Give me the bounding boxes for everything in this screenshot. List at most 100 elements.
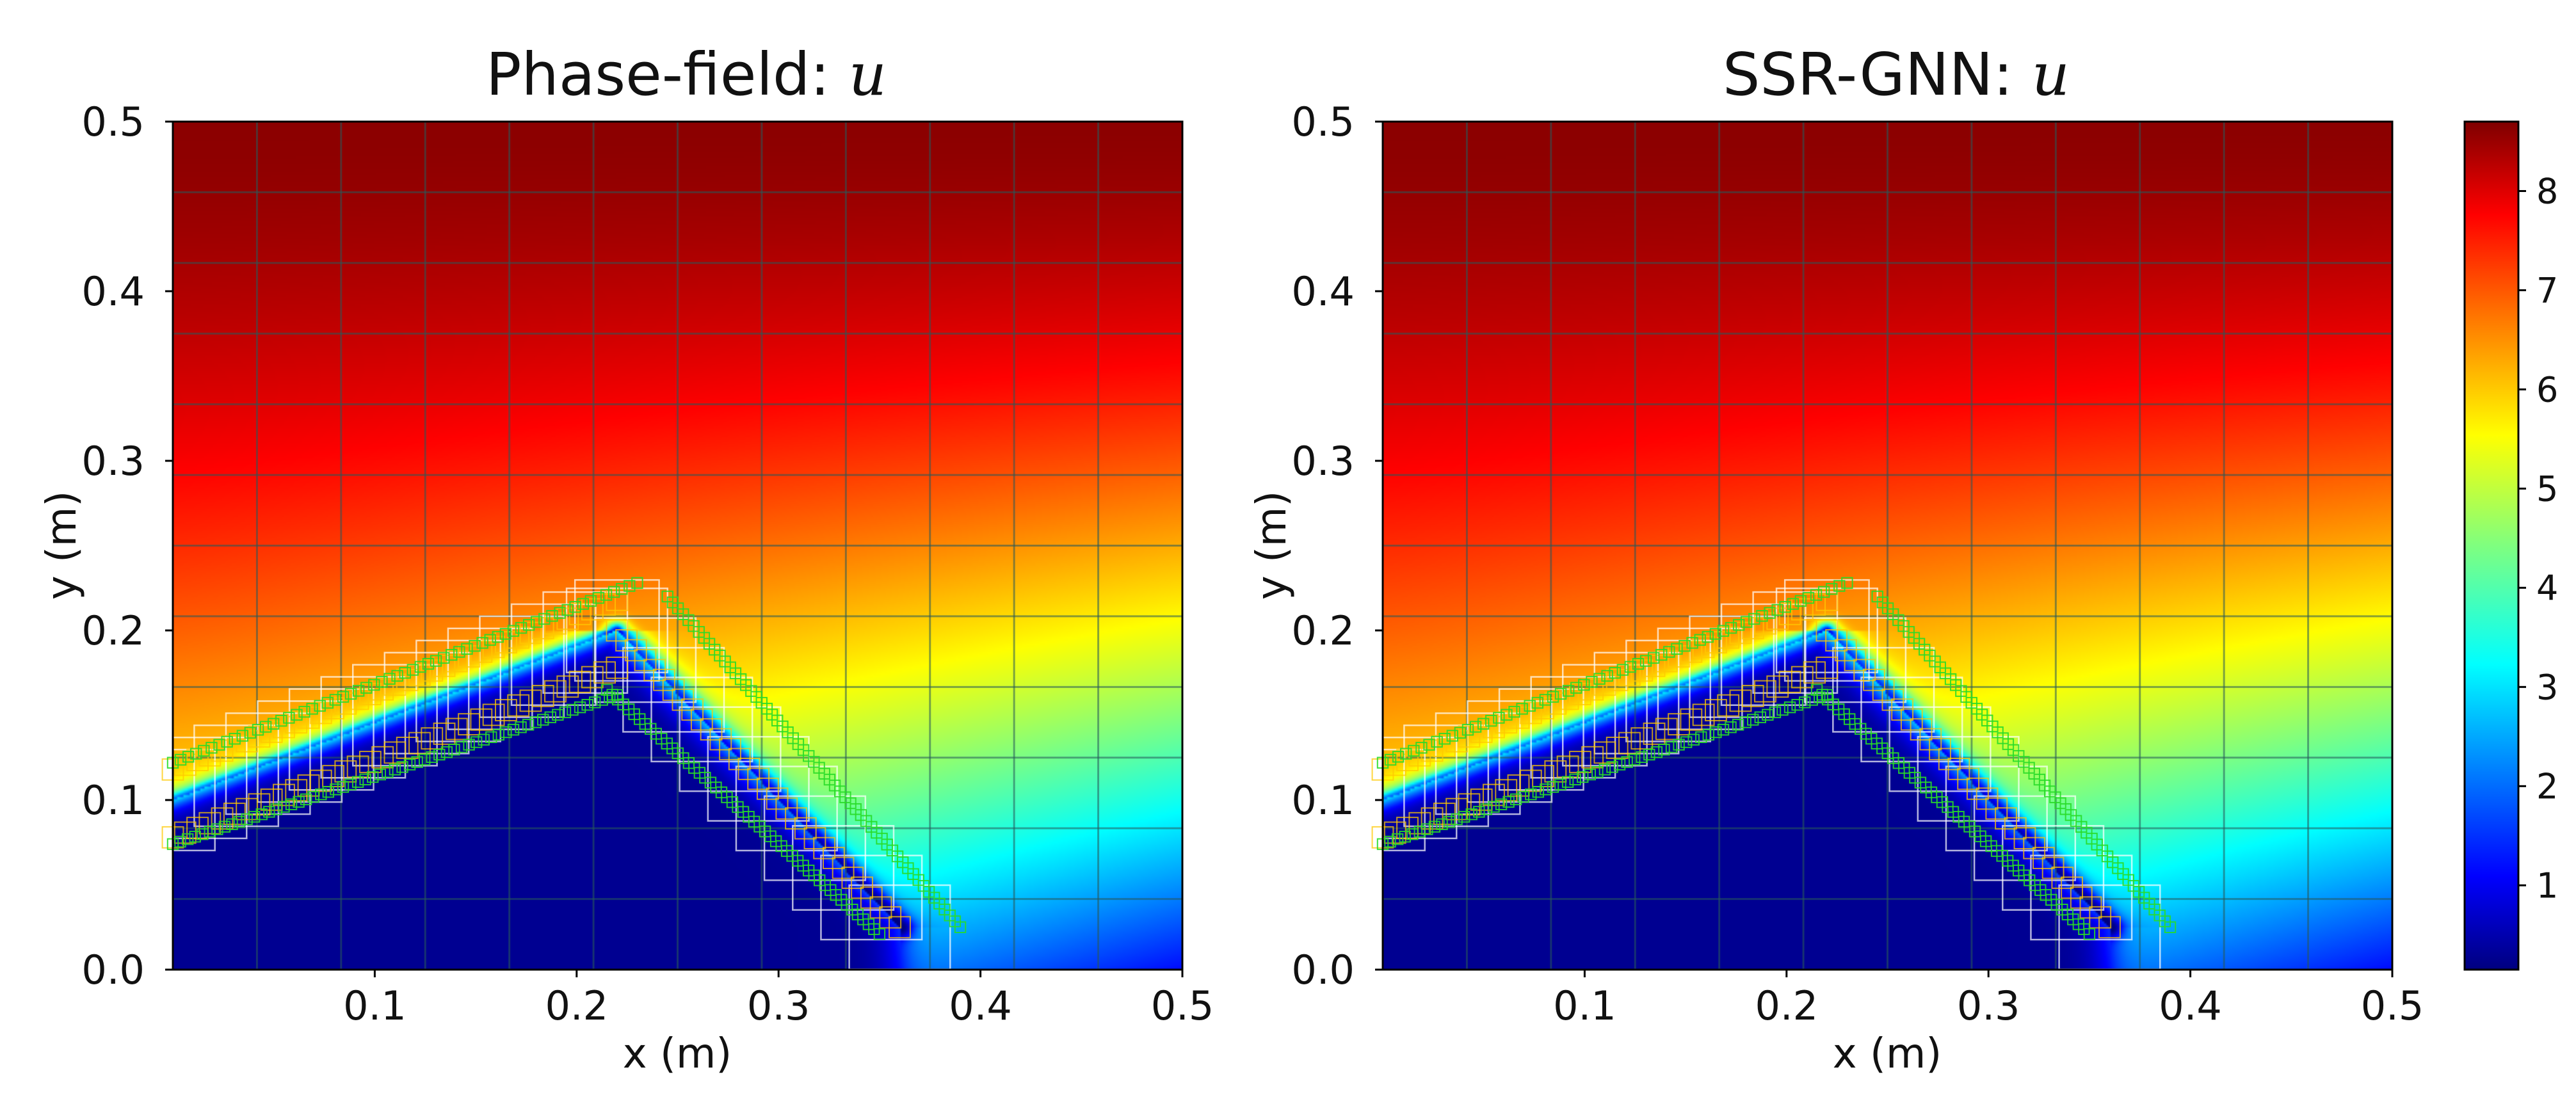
mesh-cell bbox=[376, 676, 388, 688]
mesh-cell bbox=[1717, 723, 1730, 736]
mesh-cell bbox=[577, 598, 590, 610]
mesh-cell bbox=[1762, 709, 1774, 721]
mesh-cell bbox=[259, 721, 272, 733]
mesh-cell bbox=[181, 833, 194, 845]
mesh-cell bbox=[1593, 741, 1616, 764]
mesh-cell bbox=[433, 748, 446, 761]
mesh-cell bbox=[1630, 727, 1654, 750]
mesh-cell bbox=[1384, 835, 1396, 848]
mesh-cell bbox=[352, 685, 365, 697]
mesh-cell bbox=[1502, 796, 1515, 808]
mesh-cell bbox=[484, 634, 496, 646]
mesh-cell bbox=[321, 696, 334, 709]
mesh-cell bbox=[1408, 812, 1431, 835]
mesh-cell bbox=[1692, 636, 1715, 659]
mesh-cell bbox=[383, 741, 407, 764]
mesh-cell bbox=[221, 735, 233, 748]
mesh-cell bbox=[445, 717, 468, 741]
mesh-cell bbox=[1783, 701, 1796, 714]
mesh-cell bbox=[608, 586, 620, 598]
mesh-cell bbox=[1798, 696, 1811, 709]
mesh-cell bbox=[1554, 687, 1567, 700]
mesh-cell bbox=[476, 637, 488, 649]
mesh-cell bbox=[1495, 798, 1508, 810]
mesh-cell bbox=[213, 739, 225, 751]
mesh-cell bbox=[1628, 753, 1641, 765]
mesh-cell bbox=[1814, 691, 1826, 703]
mesh-cell bbox=[1519, 769, 1542, 792]
mesh-cell bbox=[337, 781, 350, 793]
mesh-cell bbox=[1400, 748, 1412, 760]
x-axis: 0.1 0.2 0.3 0.4 0.5 bbox=[1553, 970, 2424, 1029]
mesh-cell bbox=[351, 664, 438, 767]
mesh-cell bbox=[507, 625, 520, 637]
mesh-cell bbox=[270, 803, 283, 815]
mesh-cell bbox=[561, 604, 574, 616]
mesh-cell bbox=[198, 812, 221, 835]
mesh-cell bbox=[182, 751, 195, 763]
mesh-cell bbox=[600, 589, 613, 601]
mesh-cell bbox=[1826, 582, 1838, 595]
mesh-cell bbox=[1791, 699, 1803, 711]
mesh-cell bbox=[1570, 682, 1582, 694]
mesh-cell bbox=[515, 721, 527, 733]
y-axis-label: y (m) bbox=[38, 491, 86, 600]
mesh-cell bbox=[1461, 723, 1474, 736]
mesh-cell bbox=[1732, 619, 1745, 631]
mesh-cell bbox=[1732, 719, 1744, 731]
mesh-cell bbox=[307, 790, 319, 803]
colorbar-tick-label: 2 bbox=[2536, 766, 2558, 806]
mesh-cell bbox=[622, 646, 725, 733]
y-tick-label: 0.5 bbox=[1291, 99, 1355, 145]
colorbar-tick-label: 4 bbox=[2536, 568, 2558, 608]
mesh-cell bbox=[283, 712, 295, 724]
mesh-cell bbox=[1618, 732, 1641, 755]
mesh-cell bbox=[574, 579, 660, 682]
mesh-cell bbox=[559, 706, 572, 719]
mesh-cell bbox=[522, 719, 535, 731]
y-tick-label: 0.4 bbox=[1291, 268, 1355, 315]
mesh-cell bbox=[1709, 628, 1722, 640]
mesh-cell bbox=[1678, 639, 1691, 652]
mesh-cell bbox=[529, 716, 542, 728]
mesh-cell bbox=[1621, 756, 1633, 768]
mesh-cell bbox=[190, 748, 202, 760]
mesh-cell bbox=[1668, 713, 1691, 736]
title-text: Phase-field: bbox=[486, 40, 849, 109]
mesh-cell bbox=[278, 801, 290, 813]
mesh-cell bbox=[1686, 637, 1698, 649]
mesh-cell bbox=[1655, 717, 1678, 741]
mesh-cell bbox=[1488, 801, 1500, 813]
mesh-cell bbox=[189, 831, 201, 843]
mesh-cell bbox=[1860, 677, 1963, 763]
mesh-cell bbox=[1609, 667, 1621, 679]
mesh-cell bbox=[1766, 675, 1789, 698]
mesh-cell bbox=[396, 761, 408, 773]
mesh-cell bbox=[1694, 634, 1706, 646]
mesh-cell bbox=[391, 669, 403, 682]
x-tick-label: 0.1 bbox=[343, 982, 407, 1029]
mesh-cell bbox=[1525, 788, 1537, 801]
mesh-cell bbox=[285, 798, 298, 810]
y-axis-label: y (m) bbox=[1248, 491, 1296, 600]
x-tick-label: 0.1 bbox=[1553, 982, 1616, 1029]
y-tick-label: 0.1 bbox=[1291, 777, 1355, 824]
mesh-cell bbox=[593, 593, 616, 616]
mesh-cell bbox=[1577, 771, 1589, 783]
mesh-cell bbox=[1531, 696, 1544, 709]
mesh-cell bbox=[873, 928, 886, 940]
mesh-cell bbox=[485, 731, 497, 743]
mesh-cell bbox=[631, 577, 643, 589]
mesh-cell bbox=[537, 714, 549, 726]
mesh-cell bbox=[494, 699, 517, 721]
mesh-cell bbox=[1717, 625, 1730, 637]
mesh-cell bbox=[1702, 728, 1715, 741]
mesh-cell bbox=[606, 656, 629, 679]
mesh-cell bbox=[315, 788, 327, 801]
mesh-cell bbox=[1469, 721, 1482, 733]
mesh-cell bbox=[554, 607, 566, 619]
mesh-cell bbox=[293, 796, 305, 808]
mesh-cell bbox=[273, 783, 295, 806]
mesh-cell bbox=[1794, 595, 1807, 607]
